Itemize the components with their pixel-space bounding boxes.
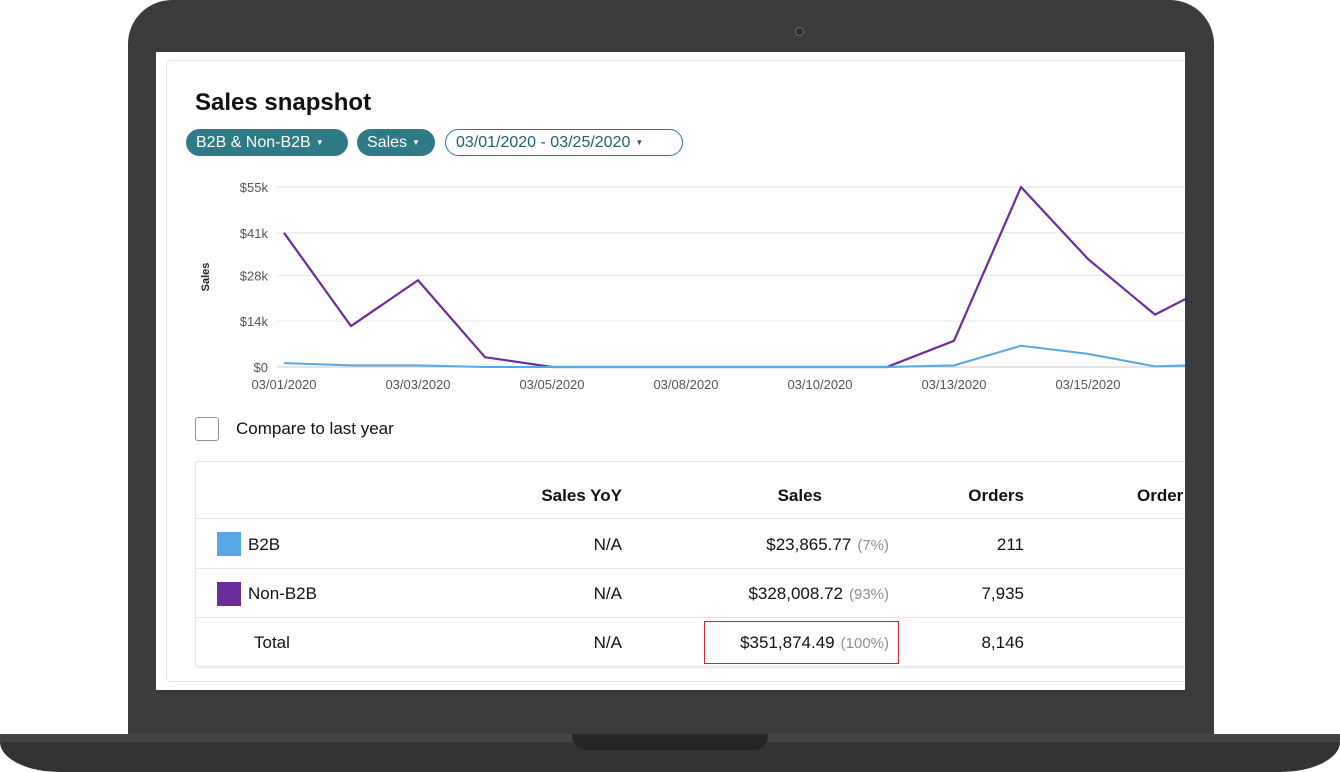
row-label-non-b2b: Non-B2B: [248, 584, 317, 603]
b2b-sales-yoy: N/A: [593, 535, 622, 554]
y-axis-label: Sales: [200, 263, 212, 292]
x-tick-label: 03/13/2020: [921, 377, 986, 392]
y-tick-label: $55k: [240, 180, 269, 195]
total-sales-yoy: N/A: [593, 633, 622, 652]
total-sales-pct: (100%): [840, 635, 889, 652]
chevron-down-icon: ▼: [635, 138, 644, 147]
row-label-b2b: B2B: [248, 535, 281, 554]
compare-to-last-year[interactable]: Compare to last year: [195, 417, 394, 441]
non-b2b-sales-yoy: N/A: [593, 584, 622, 603]
chevron-down-icon: ▼: [412, 138, 420, 147]
row-label-total: Total: [254, 633, 290, 652]
header-sales: Sales: [777, 486, 822, 505]
metric-filter-dropdown[interactable]: Sales ▼: [357, 129, 435, 156]
laptop-notch: [572, 734, 768, 750]
series-line-b2b: [283, 344, 1185, 368]
x-tick-label: 03/15/2020: [1055, 377, 1120, 392]
b2b-orders: 211: [996, 535, 1024, 554]
x-tick-label: 03/08/2020: [653, 377, 718, 392]
b2b-sales: $23,865.77 (7%): [766, 535, 889, 555]
x-tick-label: 03/05/2020: [519, 377, 584, 392]
header-order-items: Order i: [1137, 486, 1185, 505]
b2b-legend-swatch: [217, 532, 241, 556]
screen: Sales snapshot B2B & Non-B2B ▼ Sales ▼ 0…: [156, 52, 1185, 690]
sales-line-chart: $55k $41k $28k $14k $0 Sales 03/01/2020 03/03/2…: [200, 180, 1185, 392]
y-tick-label: $41k: [240, 226, 269, 241]
x-tick-label: 03/10/2020: [787, 377, 852, 392]
compare-label: Compare to last year: [236, 419, 394, 438]
segment-filter-label: B2B & Non-B2B: [196, 133, 311, 151]
x-tick-label: 03/03/2020: [385, 377, 450, 392]
sales-snapshot-card: Sales snapshot B2B & Non-B2B ▼ Sales ▼ 0…: [166, 60, 1185, 682]
metric-filter-label: Sales: [367, 133, 408, 151]
y-tick-label: $14k: [240, 314, 269, 329]
non-b2b-sales: $328,008.72 (93%): [748, 584, 889, 604]
b2b-sales-pct: (7%): [857, 537, 889, 554]
date-range-dropdown[interactable]: 03/01/2020 - 03/25/2020 ▼: [445, 129, 683, 156]
segment-filter-dropdown[interactable]: B2B & Non-B2B ▼: [186, 129, 348, 156]
non-b2b-sales-pct: (93%): [848, 586, 889, 603]
total-sales: $351,874.49 (100%): [740, 633, 889, 653]
series-line-non-b2b: [283, 185, 1185, 369]
chevron-down-icon: ▼: [315, 138, 324, 147]
row-divider: [196, 617, 1185, 618]
non-b2b-orders: 7,935: [981, 584, 1024, 603]
page-title: Sales snapshot: [195, 89, 372, 116]
non-b2b-sales-value: $328,008.72: [748, 584, 843, 603]
date-range-label: 03/01/2020 - 03/25/2020: [456, 133, 631, 151]
x-tick-label: 03/01/2020: [251, 377, 316, 392]
total-orders: 8,146: [981, 633, 1024, 652]
row-divider: [196, 518, 1185, 519]
non-b2b-legend-swatch: [217, 582, 241, 606]
camera-icon: [795, 27, 804, 36]
y-tick-label: $28k: [240, 268, 269, 283]
total-sales-value: $351,874.49: [740, 633, 835, 652]
y-tick-label: $0: [254, 360, 268, 375]
sales-summary-table: Sales YoY Sales Orders Order i B2B N/A $…: [195, 461, 1185, 667]
header-orders: Orders: [968, 486, 1024, 505]
header-sales-yoy: Sales YoY: [541, 486, 622, 505]
compare-checkbox[interactable]: [195, 417, 219, 441]
total-sales-highlight-box: [704, 621, 899, 664]
row-divider: [196, 568, 1185, 569]
b2b-sales-value: $23,865.77: [766, 535, 852, 554]
